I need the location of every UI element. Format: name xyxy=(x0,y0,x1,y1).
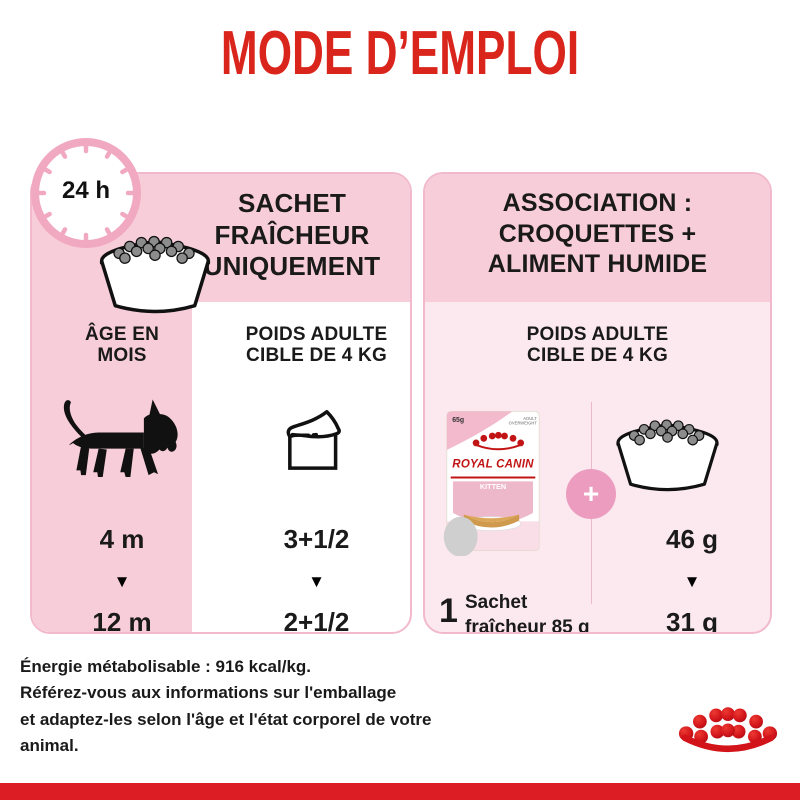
svg-text:OVERWEIGHT: OVERWEIGHT xyxy=(509,420,538,425)
svg-text:ROYAL CANIN: ROYAL CANIN xyxy=(452,459,534,471)
svg-text:65g: 65g xyxy=(452,417,464,424)
svg-text:KITTEN: KITTEN xyxy=(480,482,506,491)
